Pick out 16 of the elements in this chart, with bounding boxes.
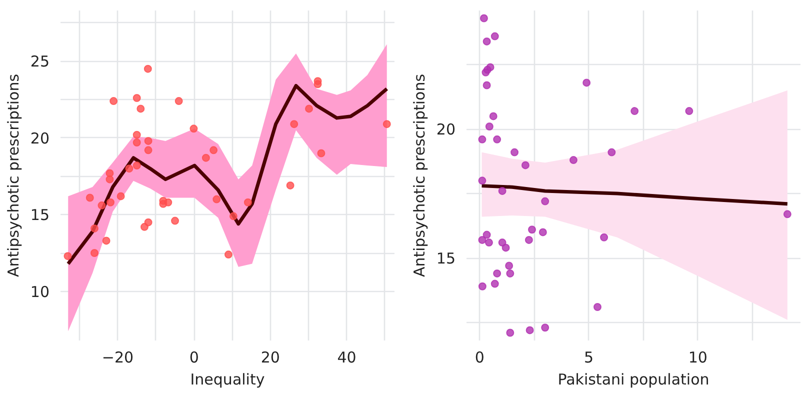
y-tick-label: 15 xyxy=(30,206,50,224)
x-tick-label: 20 xyxy=(260,348,280,366)
x-tick-label: 5 xyxy=(584,348,594,366)
x-tick-label: −20 xyxy=(102,348,134,366)
y-tick-label: 20 xyxy=(30,129,50,148)
y-axis-title: Antipsychotic prescriptions xyxy=(4,74,22,278)
x-tick-label: 40 xyxy=(337,348,356,366)
y-tick-label: 25 xyxy=(30,52,50,71)
x-tick-label: 10 xyxy=(688,348,708,366)
x-axis-title: Inequality xyxy=(190,370,265,388)
x-tick-label: 0 xyxy=(189,348,199,366)
y-tick-label: 15 xyxy=(436,250,456,268)
x-tick-label: 0 xyxy=(474,348,484,366)
y-axis-title: Antipsychotic prescriptions xyxy=(410,74,428,278)
x-axis-title: Pakistani population xyxy=(558,370,710,388)
y-tick-label: 10 xyxy=(30,282,50,301)
